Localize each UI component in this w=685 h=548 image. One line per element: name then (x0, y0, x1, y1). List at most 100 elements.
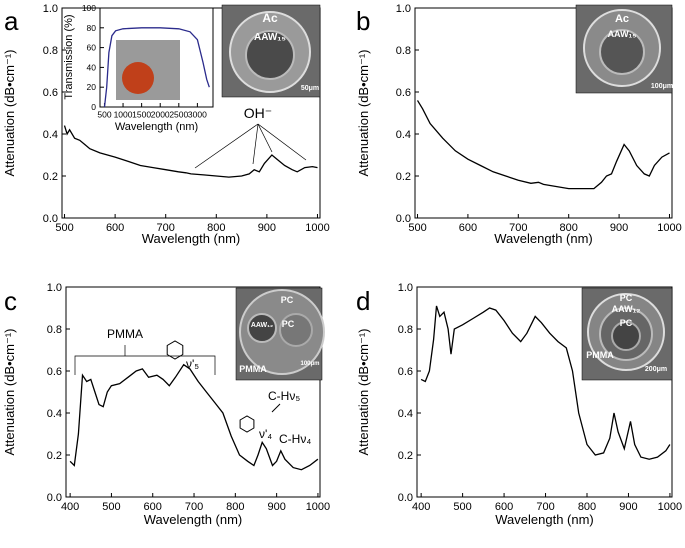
annotation-arrow (257, 123, 307, 161)
y-tick-label: 0.4 (398, 408, 413, 420)
y-tick-label: 0.0 (396, 213, 411, 225)
image-label: Ac (615, 13, 629, 25)
x-tick-label: 700 (157, 222, 175, 234)
image-label: 200μm (645, 366, 667, 373)
fiber-ring (599, 29, 645, 75)
y-axis-label: Attenuation (dB•cm⁻¹) (356, 49, 371, 176)
annotation: PMMA (107, 327, 143, 341)
fiber-ring (247, 313, 277, 343)
x-tick-label: 900 (610, 222, 628, 234)
y-tick-label: 0.6 (43, 87, 58, 99)
y-tick-label: 1.0 (396, 3, 411, 15)
fiber-ring (245, 30, 295, 80)
annotation: C-Hν₅ (268, 389, 300, 403)
x-tick-label: 700 (185, 501, 203, 513)
image-label: 50μm (301, 85, 319, 92)
x-tick-label: 800 (207, 222, 225, 234)
image-label: AAW₁₅ (608, 29, 637, 39)
y-tick-label: 0.4 (43, 129, 58, 141)
y-tick-label: 0.8 (398, 324, 413, 336)
x-tick-label: 1000 (114, 110, 133, 120)
annotation-arrow (194, 123, 259, 169)
image-label: Ac (262, 11, 278, 25)
image-label: AAW₁₂ (612, 304, 641, 314)
y-tick-label: 0 (91, 102, 96, 112)
y-tick-label: 100 (82, 3, 96, 13)
x-tick-label: 1000 (305, 222, 329, 234)
x-tick-label: 800 (226, 501, 244, 513)
x-tick-label: 800 (560, 222, 578, 234)
x-tick-label: 900 (258, 222, 276, 234)
annotation: ν'₅ (186, 357, 199, 371)
x-axis-label: Wavelength (nm) (142, 231, 241, 246)
x-tick-label: 500 (102, 501, 120, 513)
y-tick-label: 0.6 (396, 87, 411, 99)
y-tick-label: 80 (87, 23, 97, 33)
image-label: PMMA (239, 364, 267, 374)
data-line (103, 27, 210, 108)
fiber-ring (279, 313, 313, 347)
plot-frame (99, 7, 214, 108)
panel-label: d (356, 286, 370, 316)
plot-frame (416, 286, 673, 498)
x-tick-label: 500 (97, 110, 111, 120)
y-tick-label: 1.0 (43, 3, 58, 15)
panel-label: c (4, 286, 17, 316)
image-label: PMMA (586, 350, 614, 360)
x-tick-label: 600 (495, 501, 513, 513)
y-tick-label: 0.8 (47, 324, 62, 336)
x-tick-label: 500 (408, 222, 426, 234)
plot-frame (414, 7, 673, 219)
annotation-arrow (257, 123, 273, 153)
y-tick-label: 1.0 (47, 282, 62, 294)
image-label: AAW₁₂ (251, 322, 273, 329)
x-tick-label: 600 (144, 501, 162, 513)
y-tick-label: 0.6 (398, 366, 413, 378)
image-label: PC (282, 319, 295, 329)
x-axis-label: Wavelength (nm) (495, 512, 594, 527)
x-tick-label: 2500 (169, 110, 188, 120)
data-line (420, 305, 671, 460)
y-tick-label: 0.0 (43, 213, 58, 225)
x-tick-label: 500 (453, 501, 471, 513)
x-tick-label: 3000 (188, 110, 207, 120)
image-label: PC (620, 318, 633, 328)
annotation: C-Hν₄ (279, 432, 311, 446)
y-tick-label: 0.8 (396, 45, 411, 57)
x-tick-label: 800 (578, 501, 596, 513)
x-tick-label: 1000 (306, 501, 330, 513)
panel-label: a (4, 6, 19, 36)
y-tick-label: 0.2 (398, 450, 413, 462)
annotation: OH⁻ (244, 105, 272, 121)
image-label: PC (620, 293, 633, 303)
pmma-bracket (74, 345, 216, 375)
x-tick-label: 900 (267, 501, 285, 513)
y-tick-label: 0.4 (47, 408, 62, 420)
benzene-icon (166, 340, 184, 360)
data-line (63, 125, 318, 178)
y-tick-label: 1.0 (398, 282, 413, 294)
image-label: PC (281, 295, 294, 305)
annotation-arrow (271, 403, 281, 413)
panel-label: b (356, 6, 370, 36)
y-tick-label: 20 (87, 82, 97, 92)
y-axis-label: Attenuation (dB•cm⁻¹) (2, 49, 17, 176)
y-axis-label: Attenuation (dB•cm⁻¹) (2, 328, 17, 455)
data-line (416, 100, 670, 190)
benzene-icon (239, 415, 255, 433)
y-tick-label: 0.8 (43, 45, 58, 57)
y-tick-label: 60 (87, 43, 97, 53)
y-tick-label: 0.0 (398, 492, 413, 504)
x-axis-label: Wavelength (nm) (144, 512, 243, 527)
y-tick-label: 0.0 (47, 492, 62, 504)
data-line (69, 363, 319, 471)
x-tick-label: 400 (412, 501, 430, 513)
x-tick-label: 700 (509, 222, 527, 234)
inset-y-label: Transmission (%) (63, 14, 75, 99)
x-tick-label: 600 (106, 222, 124, 234)
x-tick-label: 700 (536, 501, 554, 513)
plot-frame (65, 286, 321, 498)
fiber-ring (611, 321, 641, 351)
image-label: AAW₁₅ (254, 32, 286, 43)
